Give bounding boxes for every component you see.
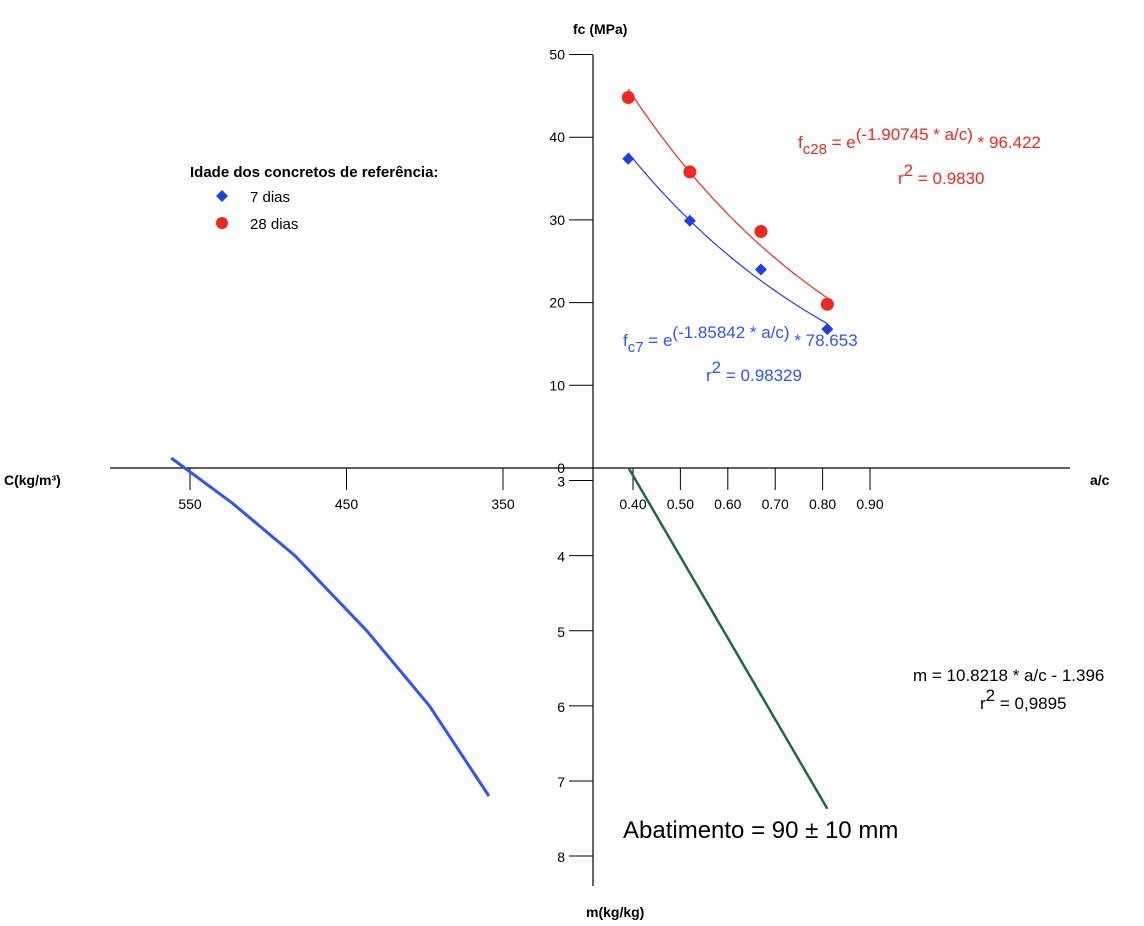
fc-tick-label: 40 — [549, 129, 565, 145]
data-point-28-dias — [683, 165, 697, 179]
fc-tick-label: 30 — [549, 212, 565, 228]
data-point-7-dias — [754, 263, 767, 276]
data-point-7-dias — [622, 152, 635, 165]
fc-tick-label: 10 — [549, 377, 565, 393]
legend-label-28-dias: 28 dias — [250, 216, 298, 233]
data-point-7-dias — [821, 323, 834, 336]
slump-annotation: Abatimento = 90 ± 10 mm — [623, 817, 898, 844]
legend-marker-28-dias — [216, 217, 228, 229]
curves — [170, 88, 829, 810]
m-tick-label: 3 — [557, 474, 565, 490]
legend-marker-7-dias — [216, 190, 228, 202]
ac-tick-label: 0.50 — [667, 496, 694, 512]
fc28-r2: r2 = 0.9830 — [898, 161, 985, 188]
m-tick-label: 5 — [557, 624, 565, 640]
ac-tick-label: 0.40 — [619, 496, 646, 512]
m-tick-label: 7 — [557, 774, 565, 790]
legend-title: Idade dos concretos de referência: — [190, 164, 438, 181]
fc-axis-title: fc (MPa) — [573, 21, 627, 37]
m-axis-title: m(kg/kg) — [586, 904, 644, 920]
m-equation: m = 10.8218 * a/c - 1.396 — [913, 666, 1104, 685]
fit-curve-7-dias — [627, 152, 828, 325]
m-r2: r2 = 0,9895 — [980, 686, 1067, 713]
c-tick-label: 450 — [335, 496, 359, 512]
ac-axis-title: a/c — [1090, 472, 1110, 488]
ac-tick-label: 0.80 — [809, 496, 836, 512]
legend-label-7-dias: 7 dias — [250, 189, 290, 206]
data-point-28-dias — [621, 91, 635, 105]
c-m-curve — [170, 456, 491, 797]
fc-tick-label: 0 — [557, 460, 565, 476]
ticks: 0 10 20 30 40 50 0.40 0.50 0.60 0.70 0.80 0.90 3 4 5 6 7… — [178, 47, 884, 866]
fc7-r2: r2 = 0.98329 — [706, 358, 802, 385]
fc28-equation: fc28 = e(-1.90745 * a/c) * 96.422 — [798, 125, 1041, 158]
c-axis-title: C(kg/m³) — [4, 472, 61, 488]
m-ac-line — [627, 466, 829, 810]
equation-fc28: fc28 = e(-1.90745 * a/c) * 96.422 r2 = 0… — [798, 125, 1041, 188]
fc-tick-label: 50 — [549, 47, 565, 63]
data-point-28-dias — [820, 297, 834, 311]
equation-fc7: fc7 = e(-1.85842 * a/c) * 78.653 r2 = 0.… — [623, 323, 858, 385]
ac-tick-label: 0.70 — [762, 496, 789, 512]
fc-tick-label: 20 — [549, 295, 565, 311]
axes: fc (MPa) a/c m(kg/kg) C(kg/m³) — [4, 21, 1110, 920]
data-points — [621, 91, 834, 336]
fit-curve-28-dias — [627, 88, 828, 299]
fc7-equation: fc7 = e(-1.85842 * a/c) * 78.653 — [623, 323, 858, 356]
c-tick-label: 350 — [491, 496, 515, 512]
legend: Idade dos concretos de referência: 7 dia… — [190, 164, 438, 233]
m-tick-label: 6 — [557, 699, 565, 715]
data-point-28-dias — [754, 224, 768, 238]
ac-tick-label: 0.90 — [856, 496, 883, 512]
equation-m: m = 10.8218 * a/c - 1.396 r2 = 0,9895 — [913, 666, 1104, 713]
data-point-7-dias — [683, 214, 696, 227]
c-tick-label: 550 — [178, 496, 202, 512]
m-tick-label: 8 — [557, 849, 565, 865]
ac-tick-label: 0.60 — [714, 496, 741, 512]
m-tick-label: 4 — [557, 549, 565, 565]
